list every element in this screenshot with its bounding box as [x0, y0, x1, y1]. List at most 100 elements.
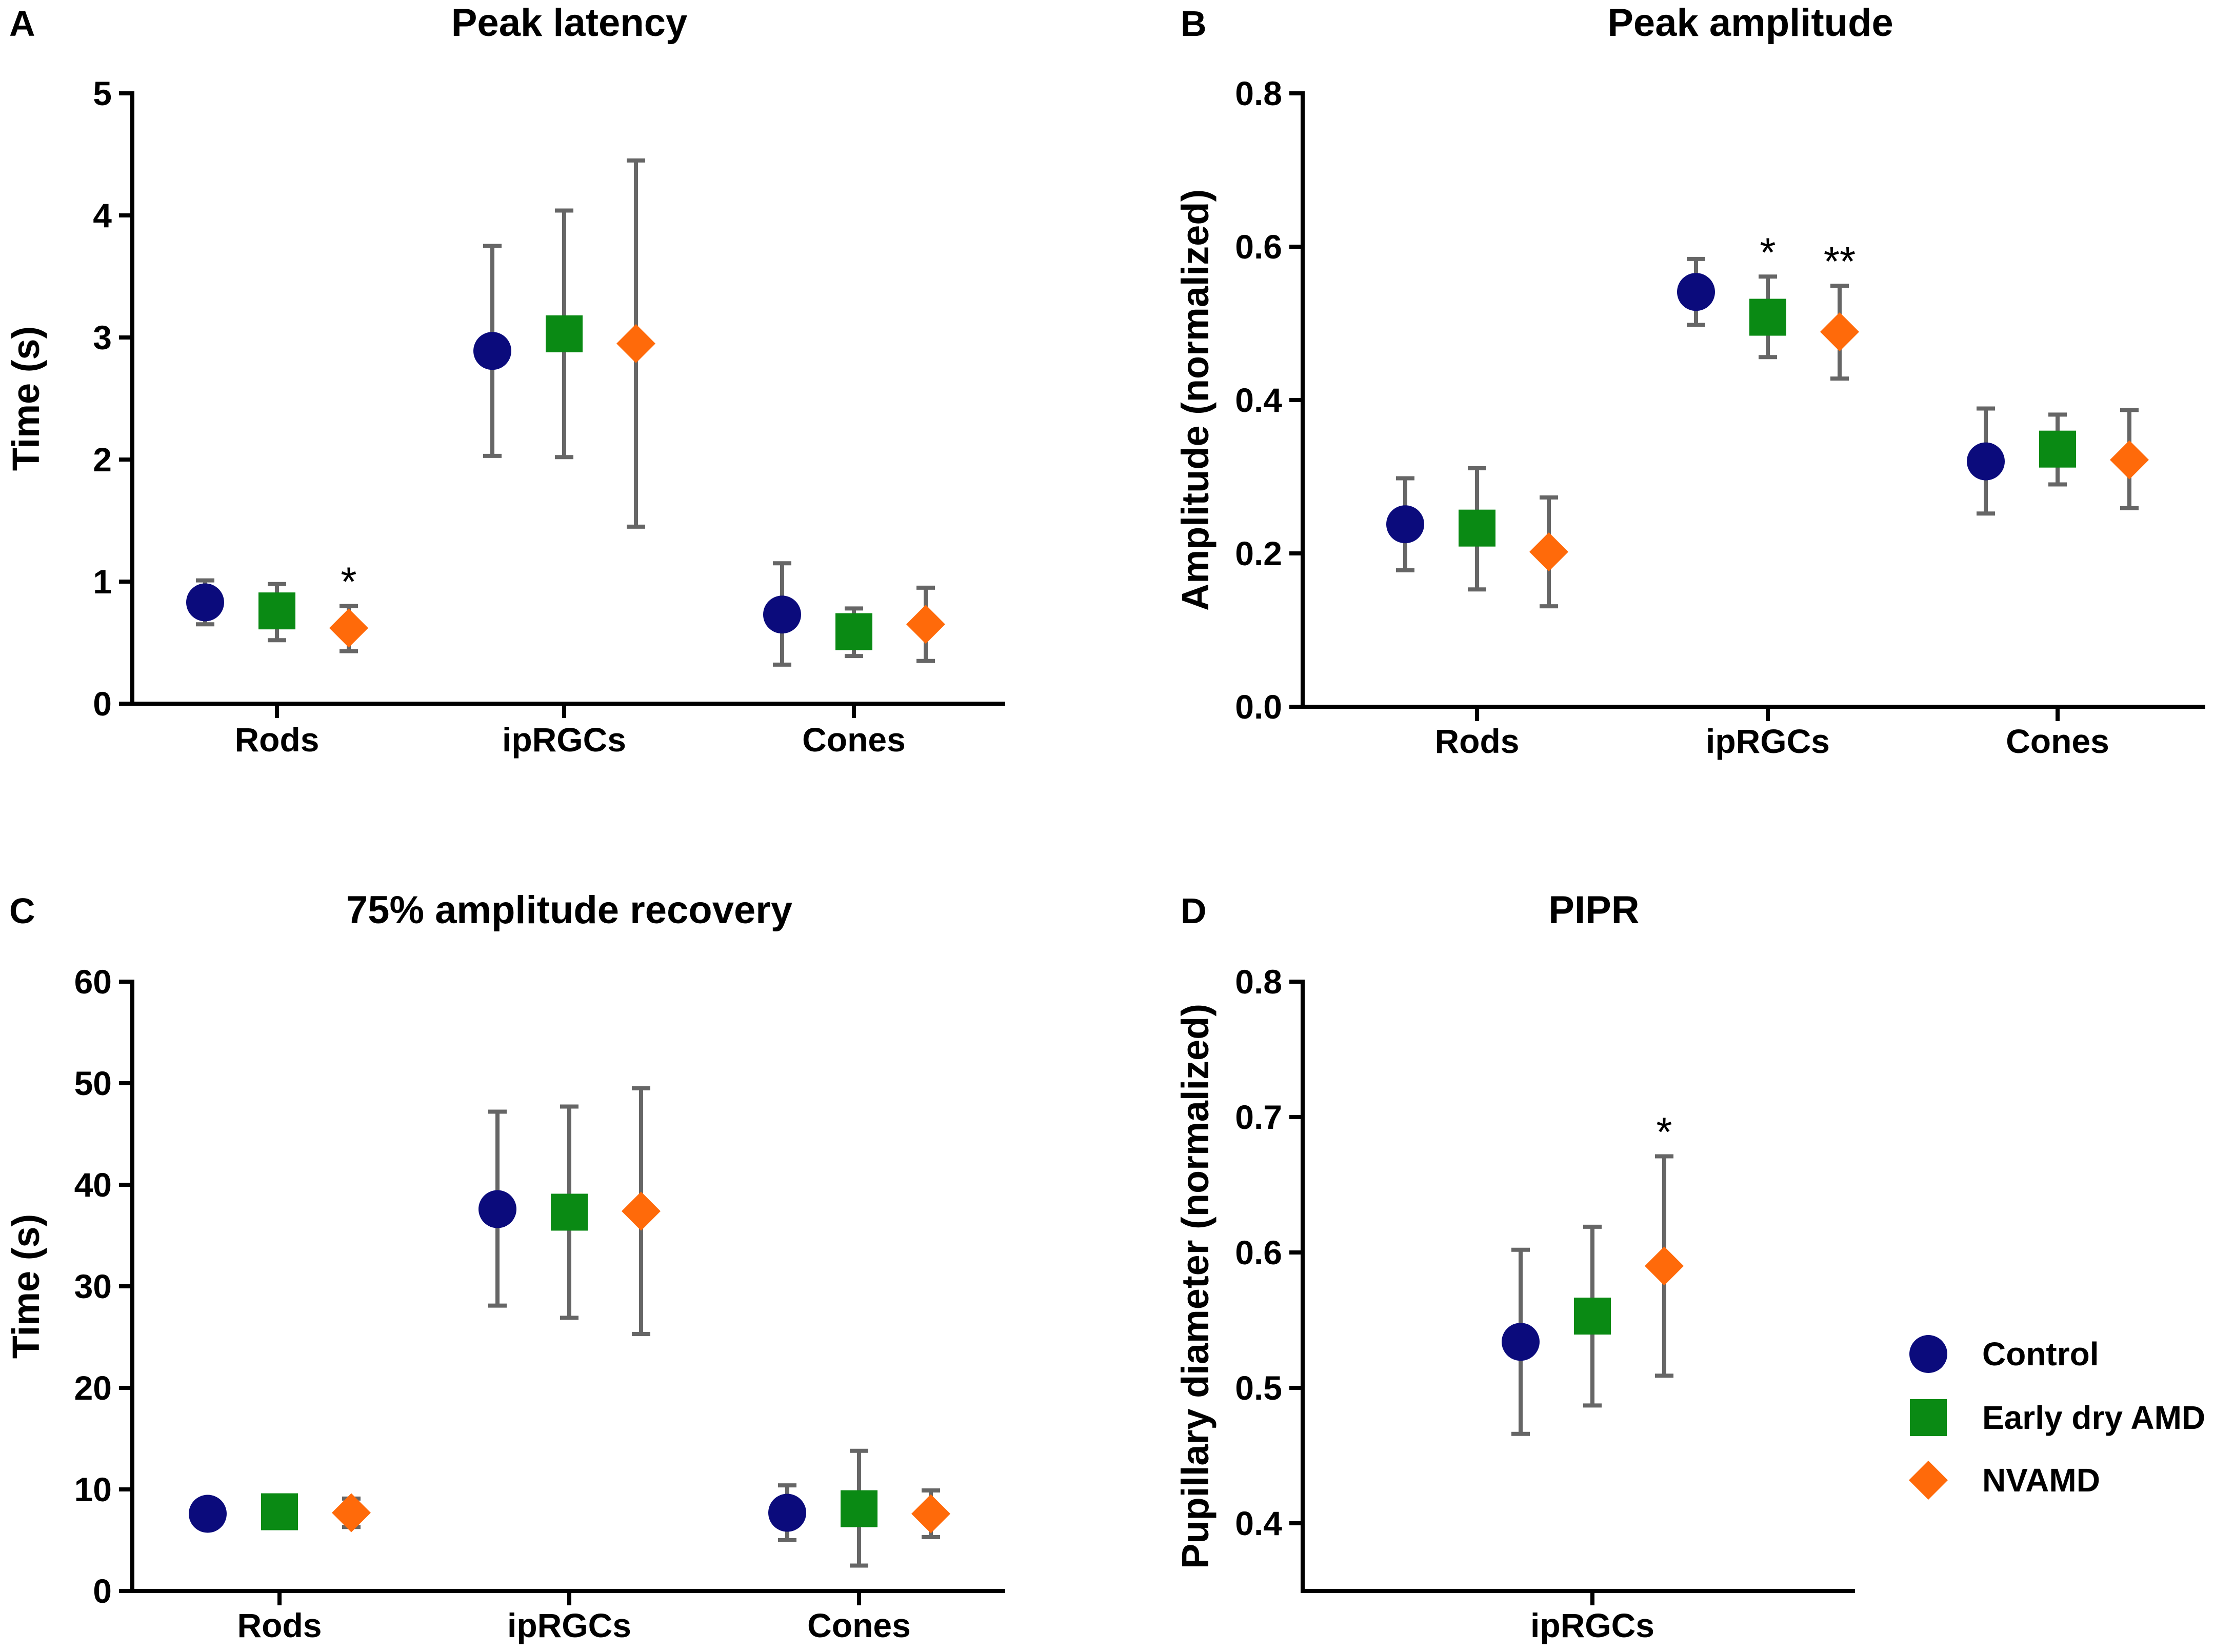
marker-control	[1677, 273, 1715, 311]
marker-control	[473, 332, 511, 370]
legend-marker-control	[1909, 1335, 1947, 1373]
y-tick-label: 0	[93, 1572, 112, 1610]
marker-nvamd	[616, 324, 655, 363]
panel-C: C 75% amplitude recovery 0 10 20 30 40 50 60 Time…	[5, 888, 1005, 1644]
data-point-control	[1502, 1247, 1540, 1436]
y-tick-label: 30	[74, 1267, 112, 1305]
marker-nvamd	[906, 605, 945, 644]
data-point-early_dry_amd	[261, 1493, 298, 1530]
marker-early_dry_amd	[258, 592, 295, 630]
y-tick-label: 0.2	[1235, 534, 1282, 572]
y-tick-label: 0.8	[1235, 963, 1282, 1001]
y-tick-label: 0.4	[1235, 1504, 1282, 1542]
data-point-early_dry_amd	[258, 582, 295, 643]
y-tick-label: 1	[93, 563, 112, 601]
marker-control	[1502, 1323, 1540, 1361]
x-category-label: Rods	[235, 721, 320, 759]
data-point-control	[1386, 476, 1424, 572]
panel-D: D PIPR 0.4 0.5 0.6 0.7 0.8 Pupillary diameter (…	[1174, 888, 1855, 1644]
legend-item-nvamd: NVAMD	[1909, 1461, 2100, 1500]
data-point-nvamd	[911, 1488, 950, 1540]
marker-control	[1386, 505, 1424, 544]
data-point-nvamd	[616, 158, 655, 529]
y-tick-label: 4	[93, 196, 112, 234]
marker-early_dry_amd	[2039, 430, 2076, 468]
x-category-label: Rods	[1435, 722, 1520, 760]
x-category-label: Rods	[237, 1606, 322, 1644]
legend-marker-early_dry_amd	[1910, 1399, 1947, 1436]
y-tick-label: 5	[93, 74, 112, 112]
panel-title: Peak amplitude	[1607, 1, 1893, 45]
data-point-nvamd	[1529, 495, 1568, 609]
data-point-early_dry_amd	[841, 1448, 877, 1568]
data-point-control	[189, 1495, 227, 1533]
x-category-label: ipRGCs	[1706, 722, 1830, 760]
data-point-early_dry_amd	[1574, 1224, 1611, 1408]
panel-letter: B	[1181, 4, 1207, 44]
data-point-early_dry_amd	[1749, 274, 1786, 360]
marker-control	[768, 1494, 806, 1532]
panel-letter: A	[9, 4, 35, 44]
x-category-label: Cones	[2006, 722, 2109, 760]
data-point-control	[768, 1483, 806, 1542]
data-point-control	[1967, 406, 2005, 516]
marker-early_dry_amd	[551, 1193, 588, 1231]
marker-early_dry_amd	[1459, 509, 1495, 547]
y-tick-label: 0.4	[1235, 381, 1282, 419]
y-tick-label: 0.0	[1235, 688, 1282, 726]
data-point-early_dry_amd	[2039, 412, 2076, 487]
legend-label: NVAMD	[1982, 1462, 2100, 1499]
marker-nvamd	[622, 1191, 661, 1231]
data-point-nvamd	[622, 1086, 661, 1337]
panel-letter: D	[1181, 891, 1207, 931]
x-category-label: Cones	[807, 1606, 911, 1644]
y-axis-title: Pupillary diameter (normalized)	[1174, 1004, 1216, 1569]
y-tick-label: 40	[74, 1166, 112, 1204]
y-tick-label: 50	[74, 1064, 112, 1102]
data-point-control	[1677, 256, 1715, 327]
marker-nvamd	[1529, 532, 1568, 572]
legend-label: Early dry AMD	[1982, 1399, 2205, 1436]
marker-early_dry_amd	[835, 613, 872, 650]
data-point-nvamd	[1820, 284, 1859, 381]
marker-control	[1967, 442, 2005, 481]
x-category-label: ipRGCs	[507, 1606, 631, 1644]
significance-marker: *	[341, 559, 356, 605]
marker-nvamd	[2110, 440, 2149, 480]
y-tick-label: 0.6	[1235, 1233, 1282, 1271]
y-tick-label: 0.5	[1235, 1369, 1282, 1407]
data-point-nvamd	[906, 585, 945, 663]
y-tick-label: 3	[93, 319, 112, 356]
data-point-nvamd	[1645, 1154, 1684, 1378]
y-tick-label: 0.7	[1235, 1098, 1282, 1136]
x-category-label: Cones	[802, 721, 906, 759]
marker-early_dry_amd	[1749, 298, 1786, 336]
y-axis-title: Amplitude (normalized)	[1174, 189, 1216, 611]
data-point-control	[186, 578, 224, 627]
panel-title: Peak latency	[451, 1, 688, 45]
data-point-early_dry_amd	[1459, 466, 1495, 592]
legend-item-early_dry_amd: Early dry AMD	[1910, 1399, 2205, 1436]
x-category-label: ipRGCs	[502, 721, 626, 759]
data-point-nvamd	[332, 1493, 371, 1532]
y-tick-label: 20	[74, 1369, 112, 1407]
marker-nvamd	[1820, 312, 1859, 351]
y-tick-label: 2	[93, 441, 112, 479]
legend-label: Control	[1982, 1336, 2099, 1372]
data-point-early_dry_amd	[546, 208, 583, 460]
data-point-control	[763, 561, 801, 667]
y-tick-label: 10	[74, 1470, 112, 1508]
data-point-nvamd	[2110, 408, 2149, 510]
x-category-label: ipRGCs	[1530, 1606, 1654, 1644]
data-point-nvamd	[329, 604, 368, 653]
marker-control	[186, 583, 224, 622]
y-tick-label: 0.6	[1235, 228, 1282, 266]
y-axis-title: Time (s)	[5, 326, 47, 471]
legend: Control Early dry AMD NVAMD	[1909, 1335, 2205, 1500]
panel-B: B Peak amplitude 0.0 0.2 0.4 0.6 0.8 Amplitude …	[1174, 1, 2205, 760]
data-point-early_dry_amd	[835, 606, 872, 659]
y-tick-label: 60	[74, 963, 112, 1001]
marker-control	[478, 1190, 516, 1228]
marker-nvamd	[1645, 1246, 1684, 1286]
significance-marker: *	[1656, 1109, 1672, 1155]
